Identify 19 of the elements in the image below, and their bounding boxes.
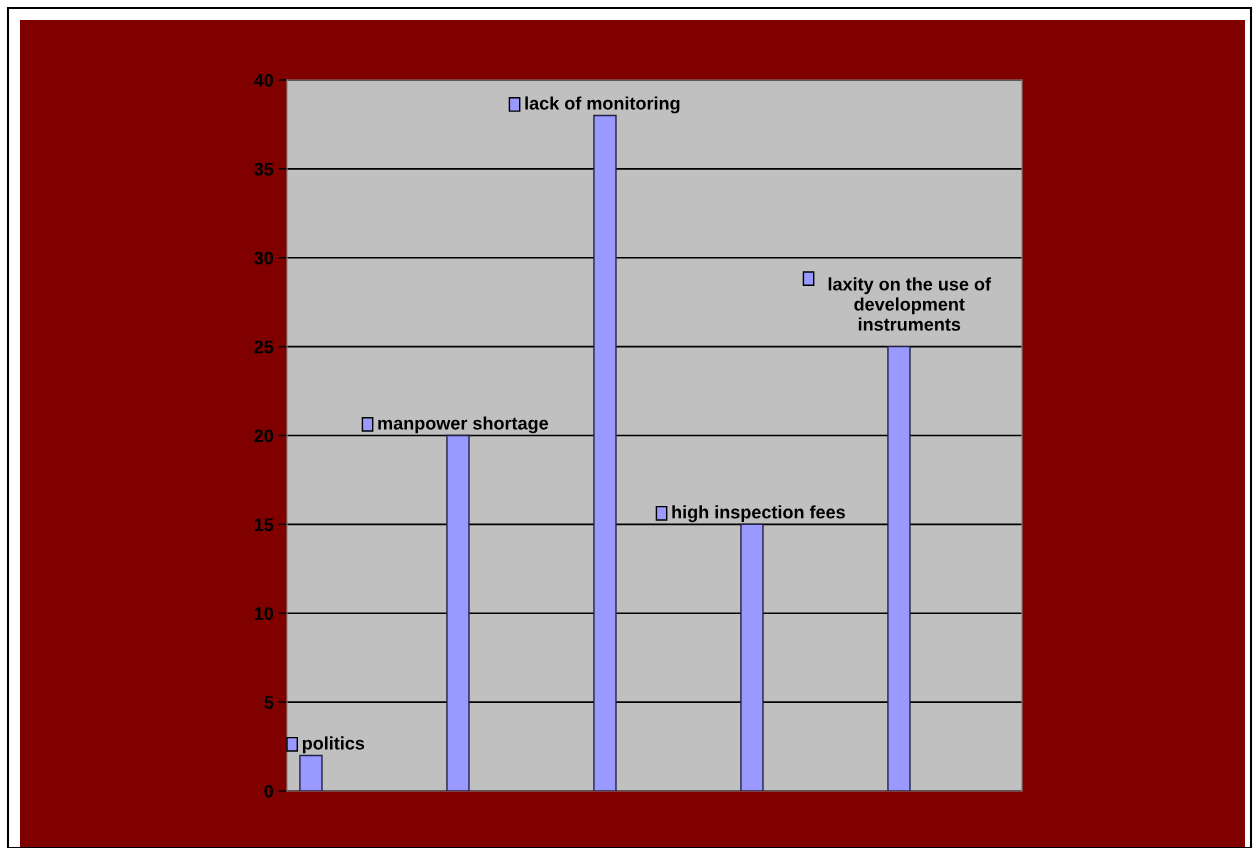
x-tick-label: manpower shortage bbox=[378, 416, 549, 434]
y-tick-label: 20 bbox=[254, 429, 274, 443]
x-tick-label: lack of monitoring bbox=[525, 96, 680, 114]
bar bbox=[593, 114, 617, 791]
x-tick-label: laxity on the use of development instruments bbox=[828, 277, 992, 331]
y-tick-label: 15 bbox=[254, 518, 274, 532]
y-tick-label: 10 bbox=[254, 607, 274, 620]
y-tick-label: 25 bbox=[254, 340, 274, 354]
x-tick-label: high inspection fees bbox=[672, 505, 845, 523]
bar bbox=[446, 434, 470, 791]
bar bbox=[740, 523, 764, 791]
y-tick-label: 30 bbox=[254, 251, 274, 265]
y-tick-label: 40 bbox=[254, 73, 274, 87]
y-tick-label: 35 bbox=[254, 162, 274, 176]
x-tick-label: politics bbox=[302, 736, 365, 754]
bar bbox=[299, 754, 323, 791]
bar bbox=[887, 345, 911, 791]
y-tick-label: 5 bbox=[264, 696, 274, 709]
y-tick-label: 0 bbox=[264, 784, 274, 798]
